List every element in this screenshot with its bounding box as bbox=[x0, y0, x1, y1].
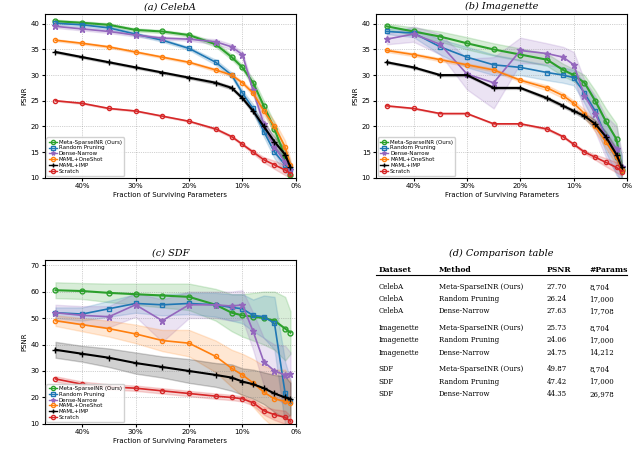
Text: 8,704: 8,704 bbox=[589, 324, 610, 332]
Text: CelebA: CelebA bbox=[379, 283, 404, 291]
Text: 25.73: 25.73 bbox=[547, 324, 567, 332]
Text: 8,704: 8,704 bbox=[589, 365, 610, 373]
Text: Meta-SparseINR (Ours): Meta-SparseINR (Ours) bbox=[439, 365, 523, 373]
Text: SDF: SDF bbox=[379, 365, 394, 373]
Text: Dense-Narrow: Dense-Narrow bbox=[439, 390, 490, 398]
Text: 26,978: 26,978 bbox=[589, 390, 614, 398]
Text: Random Pruning: Random Pruning bbox=[439, 377, 499, 386]
Text: Dataset: Dataset bbox=[379, 267, 412, 274]
Title: (b) Imagenette: (b) Imagenette bbox=[465, 2, 538, 11]
Legend: Meta-SparseINR (Ours), Random Pruning, Dense-Narrow, MAML+OneShot, MAML+IMP, Scr: Meta-SparseINR (Ours), Random Pruning, D… bbox=[47, 384, 124, 422]
Text: 17,000: 17,000 bbox=[589, 377, 614, 386]
Title: (a) CelebA: (a) CelebA bbox=[145, 2, 196, 11]
Text: 17,000: 17,000 bbox=[589, 295, 614, 303]
Y-axis label: PSNR: PSNR bbox=[22, 332, 28, 351]
Text: #Params: #Params bbox=[589, 267, 628, 274]
Text: Imagenette: Imagenette bbox=[379, 349, 419, 357]
Text: Dense-Narrow: Dense-Narrow bbox=[439, 349, 490, 357]
Text: CelebA: CelebA bbox=[379, 308, 404, 315]
Text: CelebA: CelebA bbox=[379, 295, 404, 303]
Title: (c) SDF: (c) SDF bbox=[152, 249, 189, 258]
Text: Method: Method bbox=[439, 267, 472, 274]
Text: 27.63: 27.63 bbox=[547, 308, 567, 315]
Text: 27.70: 27.70 bbox=[547, 283, 567, 291]
Text: PSNR: PSNR bbox=[547, 267, 572, 274]
Y-axis label: PSNR: PSNR bbox=[22, 86, 28, 105]
Text: 14,212: 14,212 bbox=[589, 349, 614, 357]
Text: SDF: SDF bbox=[379, 377, 394, 386]
Text: 47.42: 47.42 bbox=[547, 377, 567, 386]
X-axis label: Fraction of Surviving Parameters: Fraction of Surviving Parameters bbox=[113, 192, 227, 198]
Text: Meta-SparseINR (Ours): Meta-SparseINR (Ours) bbox=[439, 283, 523, 291]
Text: Random Pruning: Random Pruning bbox=[439, 295, 499, 303]
Legend: Meta-SparseINR (Ours), Random Pruning, Dense-Narrow, MAML+OneShot, MAML+IMP, Scr: Meta-SparseINR (Ours), Random Pruning, D… bbox=[47, 138, 124, 176]
Text: SDF: SDF bbox=[379, 390, 394, 398]
Text: 8,704: 8,704 bbox=[589, 283, 610, 291]
X-axis label: Fraction of Surviving Parameters: Fraction of Surviving Parameters bbox=[445, 192, 559, 198]
Text: Meta-SparseINR (Ours): Meta-SparseINR (Ours) bbox=[439, 324, 523, 332]
Text: 49.87: 49.87 bbox=[547, 365, 567, 373]
Text: Imagenette: Imagenette bbox=[379, 336, 419, 344]
Text: 17,000: 17,000 bbox=[589, 336, 614, 344]
Title: (d) Comparison table: (d) Comparison table bbox=[449, 249, 554, 258]
Legend: Meta-SparseINR (Ours), Random Pruning, Dense-Narrow, MAML+OneShot, MAML+IMP, Scr: Meta-SparseINR (Ours), Random Pruning, D… bbox=[378, 138, 455, 176]
Text: 17,708: 17,708 bbox=[589, 308, 614, 315]
Text: 44.35: 44.35 bbox=[547, 390, 567, 398]
Text: 24.75: 24.75 bbox=[547, 349, 567, 357]
Text: Dense-Narrow: Dense-Narrow bbox=[439, 308, 490, 315]
Y-axis label: PSNR: PSNR bbox=[353, 86, 359, 105]
Text: 26.24: 26.24 bbox=[547, 295, 567, 303]
Text: 24.06: 24.06 bbox=[547, 336, 567, 344]
X-axis label: Fraction of Surviving Parameters: Fraction of Surviving Parameters bbox=[113, 438, 227, 444]
Text: Random Pruning: Random Pruning bbox=[439, 336, 499, 344]
Text: Imagenette: Imagenette bbox=[379, 324, 419, 332]
